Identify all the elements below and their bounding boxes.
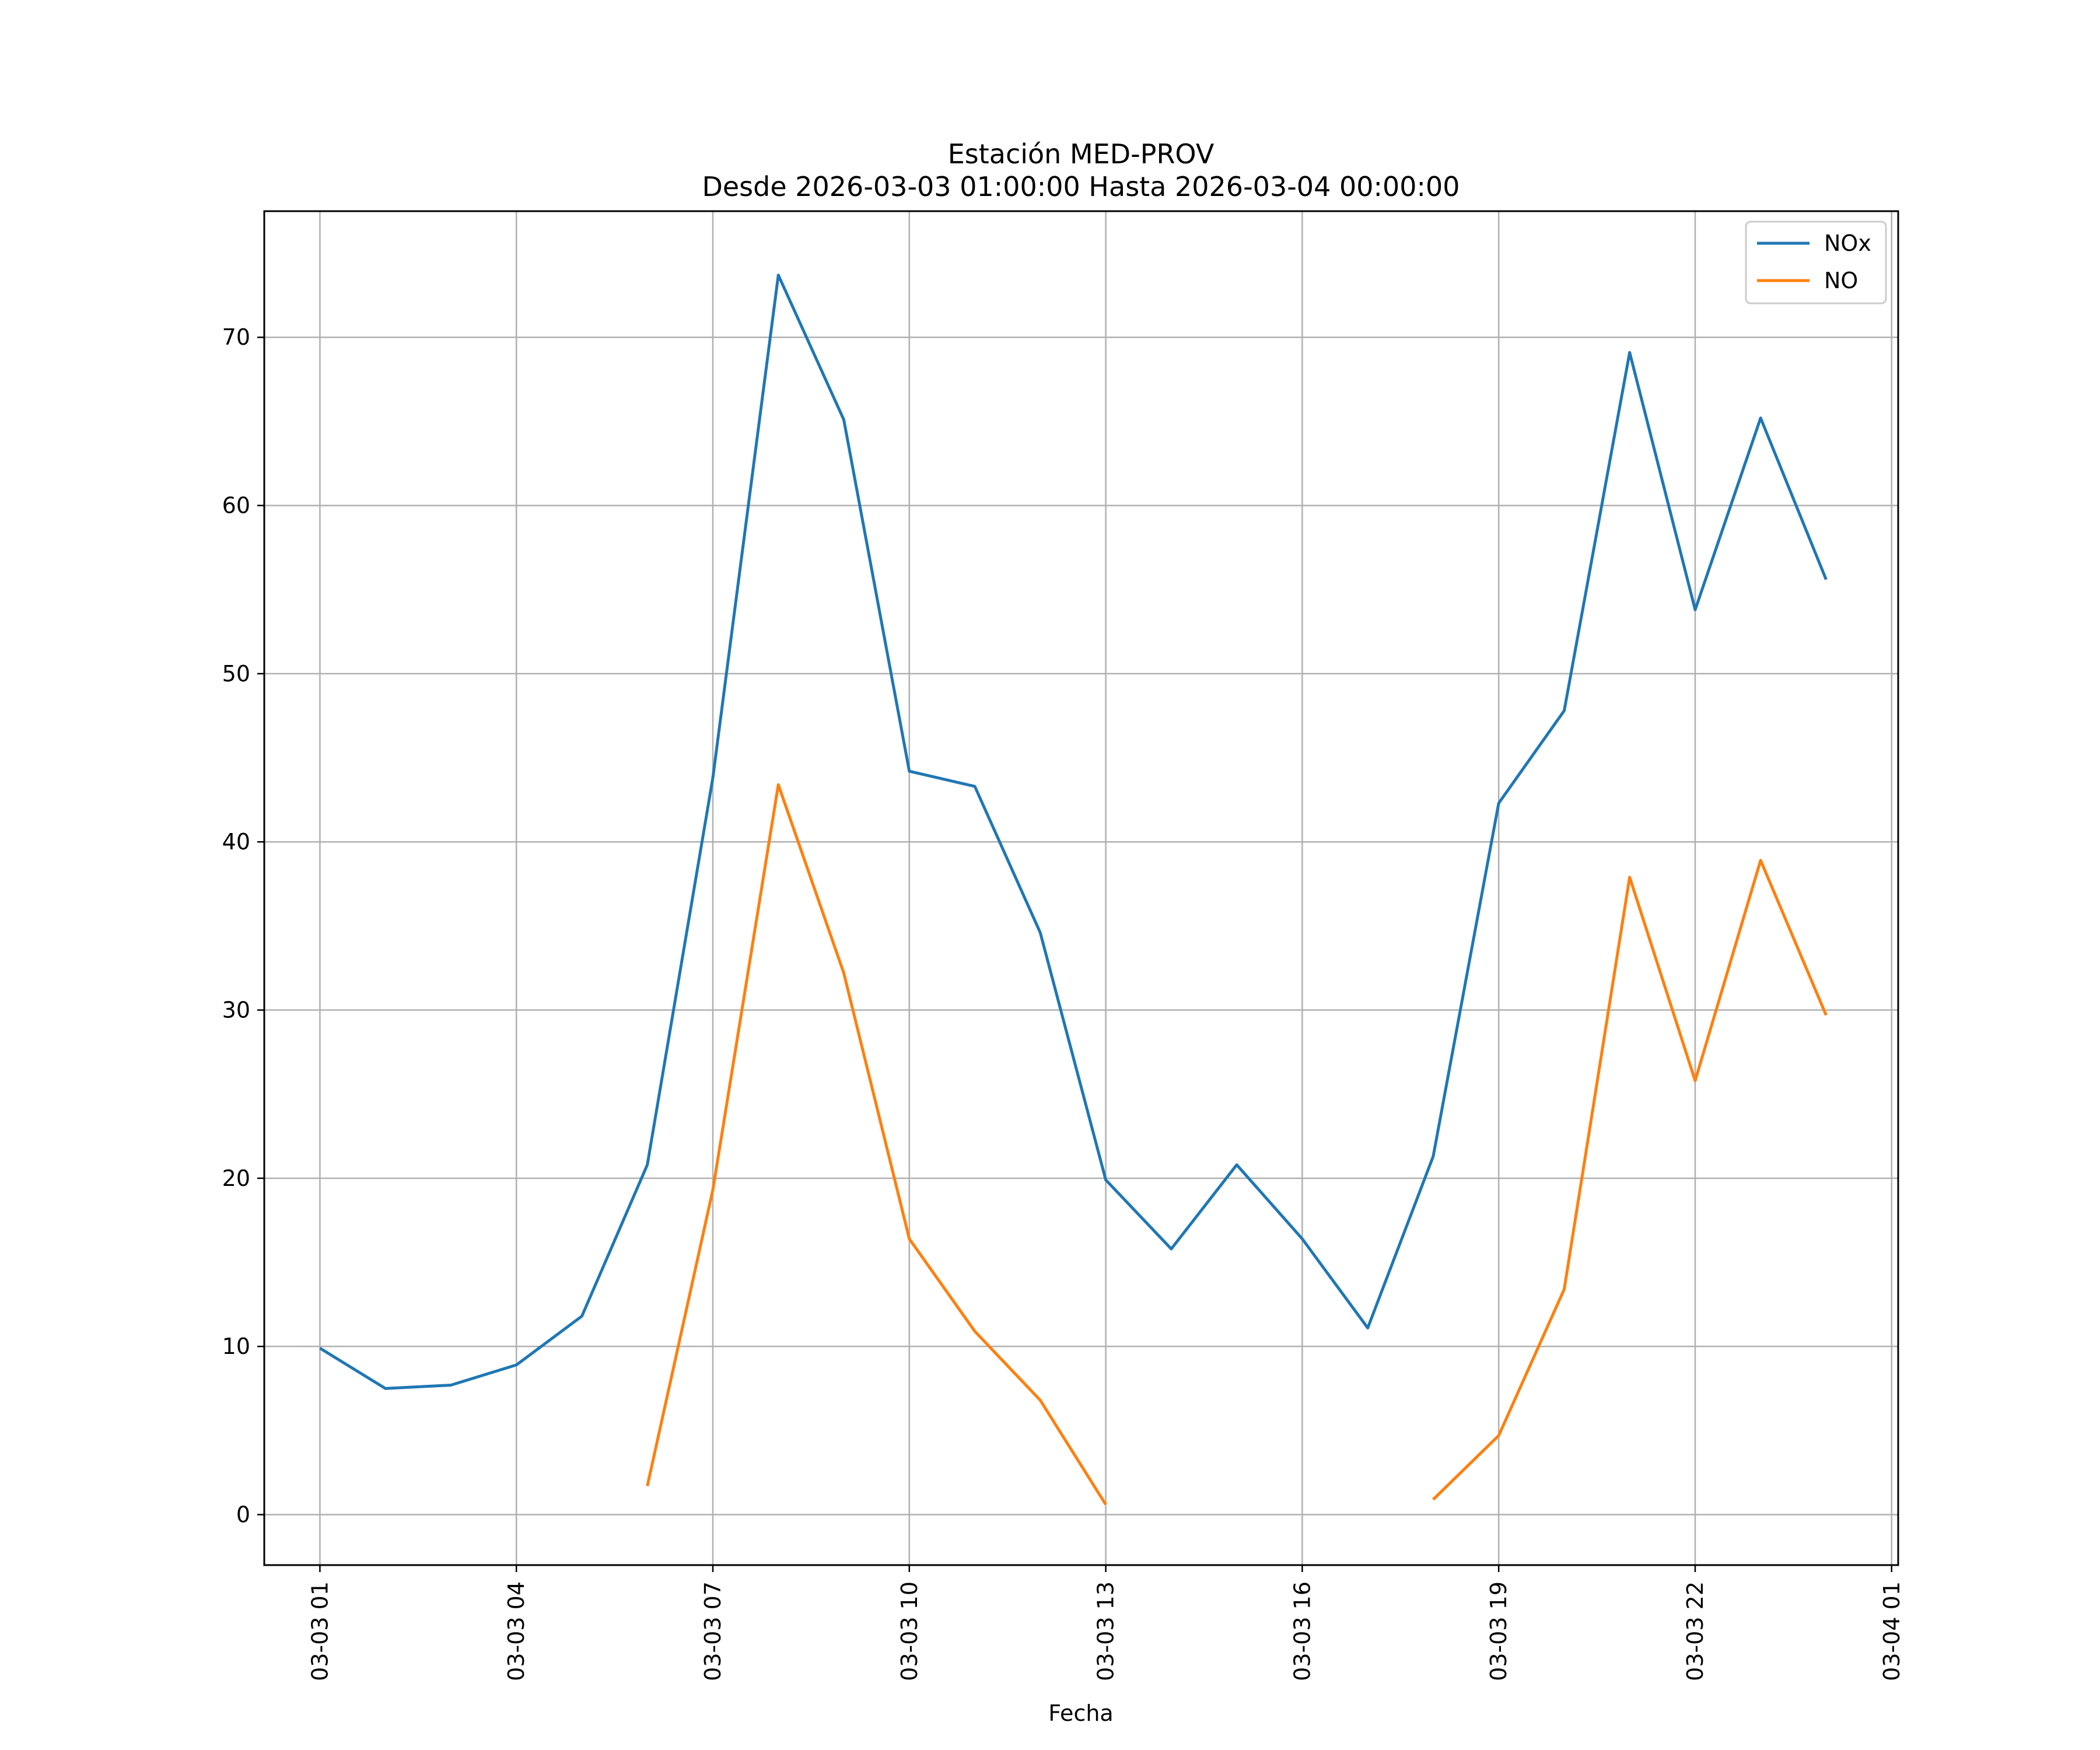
x-tick-label: 03-03 01 xyxy=(307,1581,332,1681)
series-line-no xyxy=(646,783,1828,1506)
legend-label-no: NO xyxy=(1824,268,1858,293)
y-tick-label: 0 xyxy=(236,1502,250,1528)
x-tick-label: 03-03 10 xyxy=(897,1581,922,1681)
chart-title: Estación MED-PROV xyxy=(948,138,1214,170)
axis-ticks: 0 10 20 30 40 50 60 70 03-03 01 03-03 04 03-03 07 0… xyxy=(222,324,1905,1681)
series-line-nox xyxy=(319,274,1828,1390)
grid xyxy=(264,211,1898,1565)
x-tick-label: 03-03 04 xyxy=(503,1581,529,1681)
x-tick-label: 03-04 01 xyxy=(1879,1581,1905,1681)
y-tick-label: 60 xyxy=(222,493,250,519)
chart-subtitle: Desde 2026-03-03 01:00:00 Hasta 2026-03-… xyxy=(702,171,1460,202)
y-tick-label: 70 xyxy=(222,324,250,350)
y-tick-label: 30 xyxy=(222,998,250,1023)
y-tick-label: 40 xyxy=(222,829,250,855)
y-tick-label: 50 xyxy=(222,661,250,687)
y-tick-label: 20 xyxy=(222,1166,250,1191)
plot-frame xyxy=(263,210,1899,1566)
x-axis-label: Fecha xyxy=(1048,1700,1113,1726)
x-tick-label: 03-03 16 xyxy=(1289,1581,1315,1681)
legend-label-nox: NOx xyxy=(1824,230,1871,256)
series-layer xyxy=(319,274,1828,1506)
x-tick-label: 03-03 19 xyxy=(1486,1581,1511,1681)
x-tick-label: 03-03 07 xyxy=(700,1581,726,1681)
legend: NOx NO xyxy=(1745,220,1887,304)
x-tick-label: 03-03 22 xyxy=(1682,1581,1708,1681)
y-tick-label: 10 xyxy=(222,1334,250,1359)
x-tick-label: 03-03 13 xyxy=(1093,1581,1119,1681)
